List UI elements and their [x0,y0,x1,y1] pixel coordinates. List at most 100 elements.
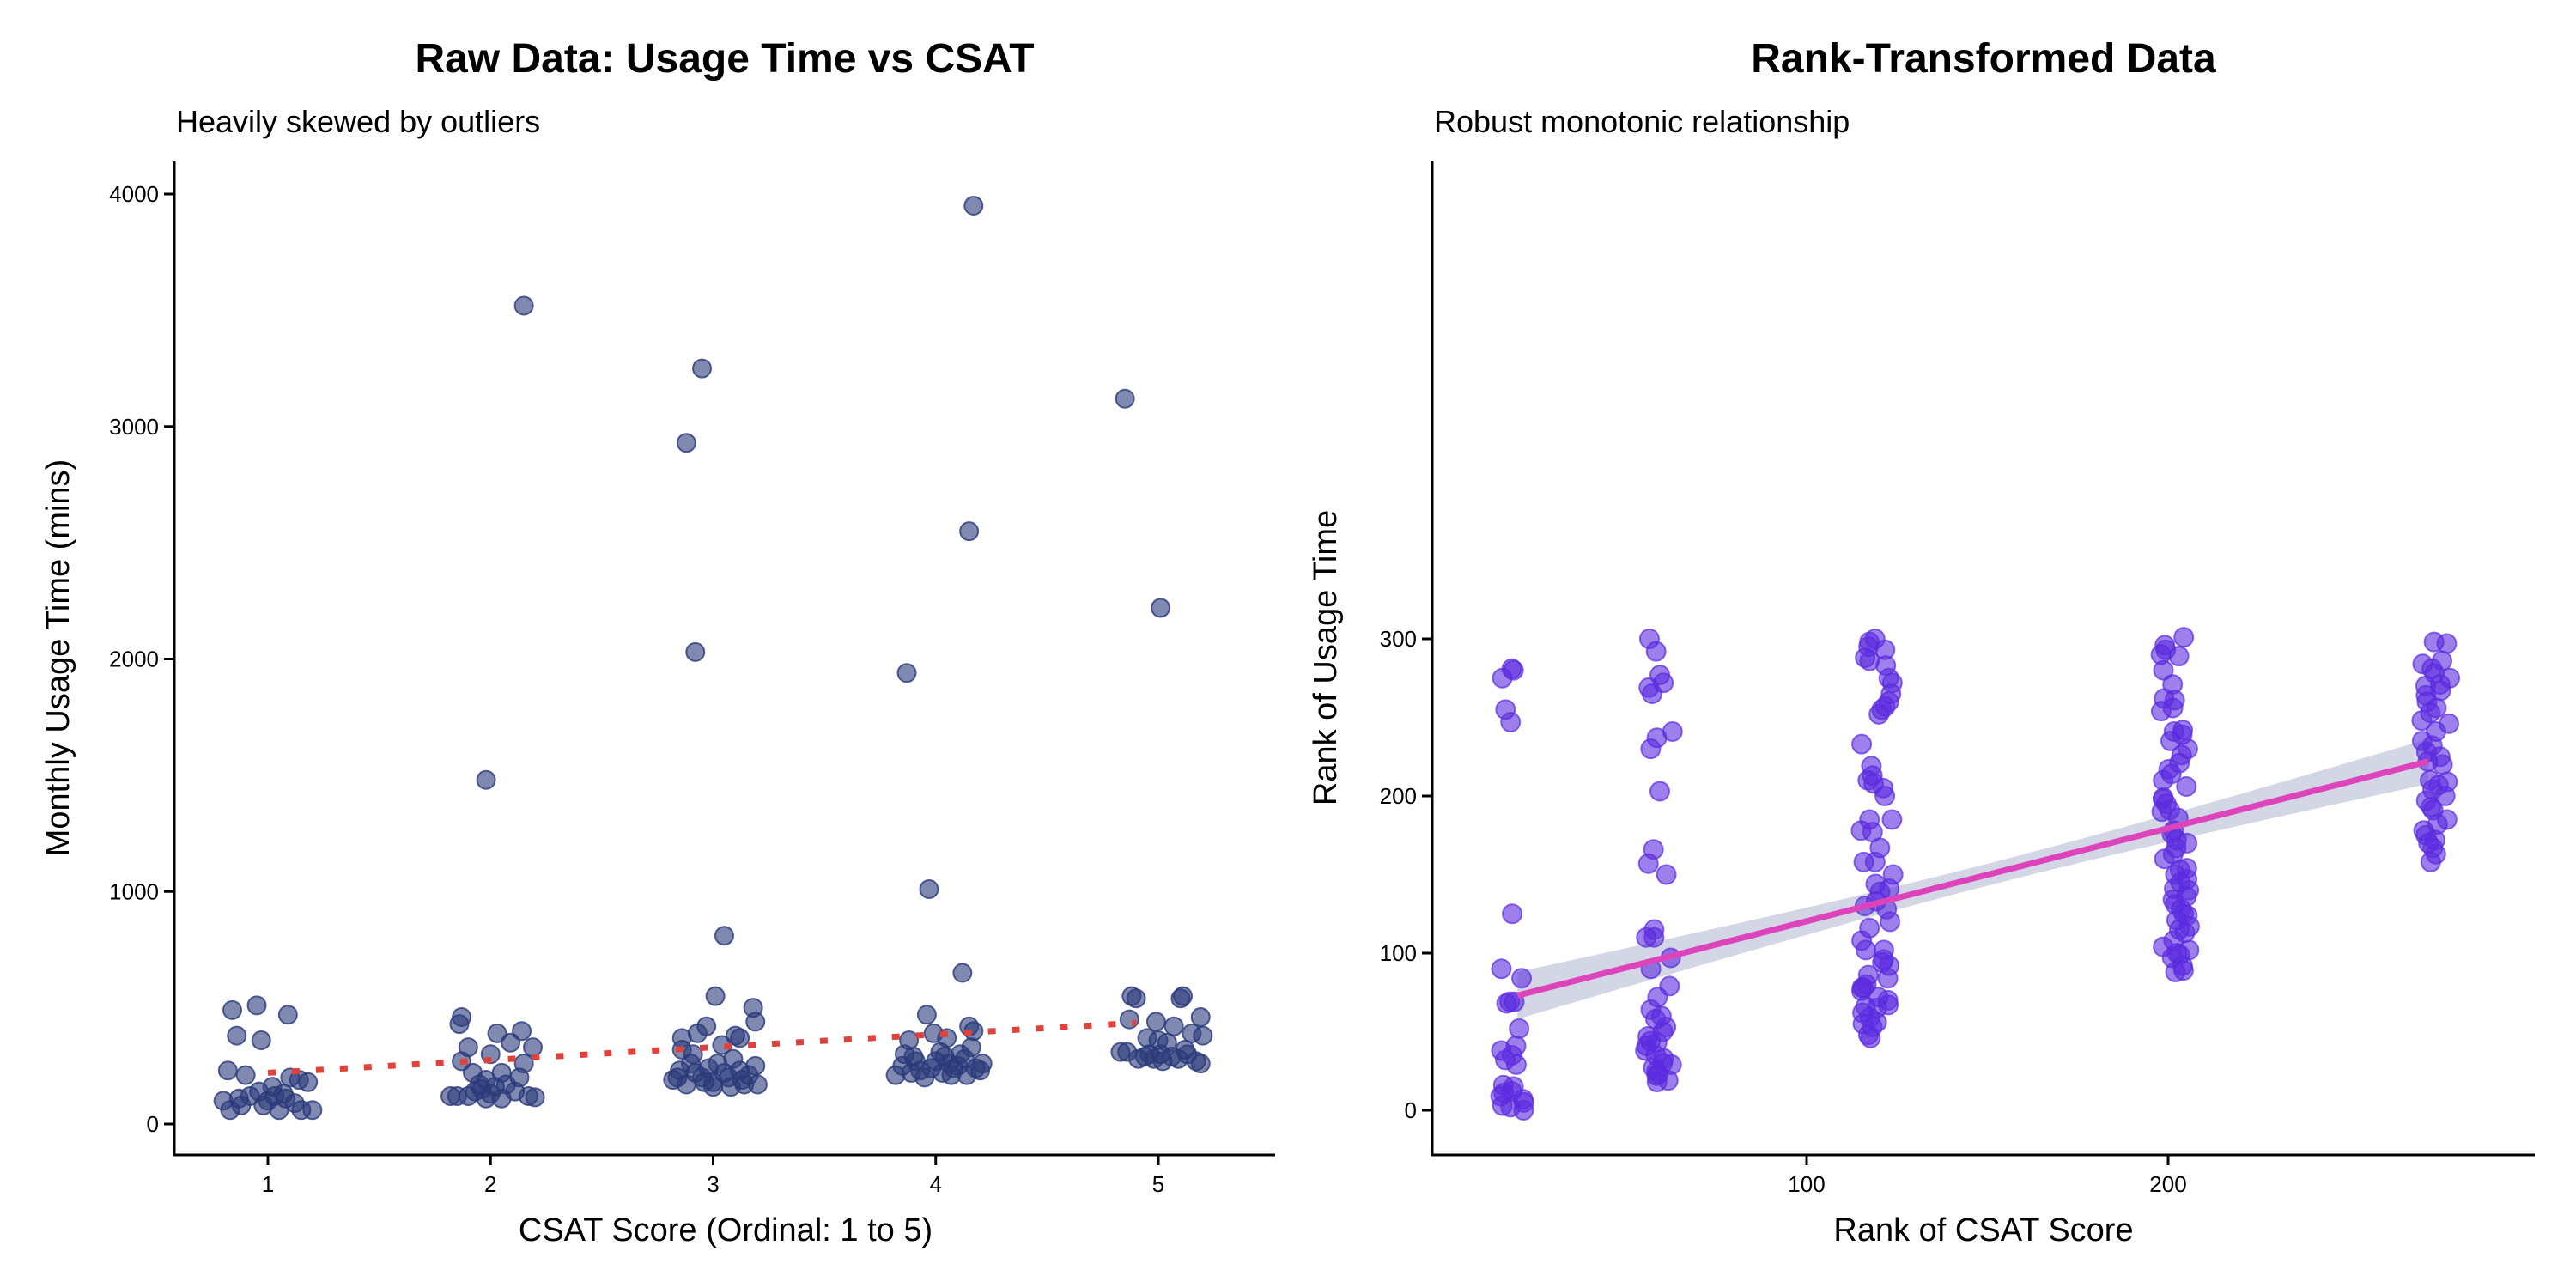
data-point [1874,786,1896,806]
left-panel: Raw Data: Usage Time vs CSAT Heavily ske… [40,36,1275,1249]
data-point [2165,961,2186,982]
data-point [1175,1039,1195,1060]
data-point [1636,927,1657,948]
data-point [714,926,734,946]
left-x-axis-title: CSAT Score (Ordinal: 1 to 5) [519,1212,933,1249]
right-y-tick-label: 200 [1380,783,1417,809]
data-point [961,1037,981,1058]
data-point [901,1062,921,1083]
data-point [228,1088,249,1109]
data-point [1163,1016,1184,1036]
data-point [1505,1054,1527,1075]
data-point [217,1060,238,1081]
left-x-tick-label: 3 [707,1171,719,1197]
data-point [2411,710,2433,732]
data-point [1656,864,1677,885]
data-point [963,196,984,216]
data-point [1513,1100,1534,1121]
data-point [1511,968,1533,989]
data-point [1853,851,1874,872]
data-point [523,1037,544,1058]
data-point [1190,1006,1211,1027]
data-point [469,1074,489,1095]
data-point [1877,968,1899,989]
right-panel: Rank-Transformed Data Robust monotonic r… [1308,36,2535,1249]
left-y-tick-label: 4000 [109,181,159,207]
left-x-tick-label: 2 [484,1171,496,1197]
data-point [732,1070,752,1091]
data-point [708,1054,728,1074]
data-point [1640,738,1662,760]
data-point [1637,853,1659,874]
data-point [1193,1025,1213,1046]
data-point [2436,633,2458,654]
data-point [1509,1018,1530,1039]
data-point [1190,1054,1211,1074]
data-point [1492,667,1513,689]
left-y-axis-title: Monthly Usage Time (mins) [40,459,76,856]
data-point [941,1065,962,1085]
data-point [513,295,534,316]
data-point [1144,1048,1164,1069]
data-point [1645,641,1667,662]
data-point [1115,388,1135,409]
data-point [692,358,713,379]
left-y-tick-label: 2000 [109,647,159,672]
data-point [1638,677,1660,698]
data-point [1500,711,1522,732]
left-title: Raw Data: Usage Time vs CSAT [415,36,1034,82]
right-x-axis-title: Rank of CSAT Score [1833,1212,2133,1249]
left-y-tick-label: 1000 [109,878,159,904]
right-title: Rank-Transformed Data [1751,36,2216,82]
left-x-tick-label: 4 [930,1171,942,1197]
right-y-tick-label: 0 [1405,1097,1417,1123]
data-point [1170,988,1191,1009]
data-point [246,995,267,1016]
data-point [227,1025,247,1046]
data-point [1880,911,1901,933]
data-point [1126,988,1146,1009]
data-point [921,1058,942,1078]
right-x-tick-label: 200 [2149,1171,2186,1197]
data-point [1502,903,1523,925]
data-point [2420,851,2441,872]
regression-line [1516,758,2429,999]
data-point [705,986,726,1006]
trend-line [267,1019,1137,1076]
data-point [952,963,973,983]
data-point [2150,701,2172,722]
right-subtitle: Robust monotonic relationship [1434,104,1850,139]
data-point [970,1060,991,1081]
right-y-tick-label: 100 [1380,940,1417,966]
data-point [2432,754,2453,775]
data-point [476,769,496,790]
data-point [916,1005,937,1025]
data-point [730,1028,750,1048]
left-x-tick-label: 1 [262,1171,274,1197]
data-point [501,1032,521,1053]
data-point [676,433,696,453]
data-point [1496,993,1517,1014]
left-y-tick-label: 0 [147,1111,159,1137]
data-point [449,1014,470,1035]
right-y-axis-title: Rank of Usage Time [1308,510,1344,805]
data-point [694,1072,714,1092]
data-point [251,1030,271,1051]
data-point [302,1100,323,1121]
left-plot-area [213,196,1213,1121]
left-x-tick-label: 5 [1152,1171,1164,1197]
right-y-tick-label: 300 [1380,626,1417,652]
data-point [235,1065,256,1085]
data-point [2176,776,2197,798]
data-point [2168,646,2190,667]
data-point [667,1067,688,1088]
data-point [896,663,917,683]
data-point [2153,769,2174,791]
data-point [1151,598,1171,618]
data-point [2434,786,2456,806]
left-subtitle: Heavily skewed by outliers [176,104,540,139]
data-point [1860,1027,1881,1048]
data-point [276,1088,296,1109]
data-point [2160,730,2181,751]
